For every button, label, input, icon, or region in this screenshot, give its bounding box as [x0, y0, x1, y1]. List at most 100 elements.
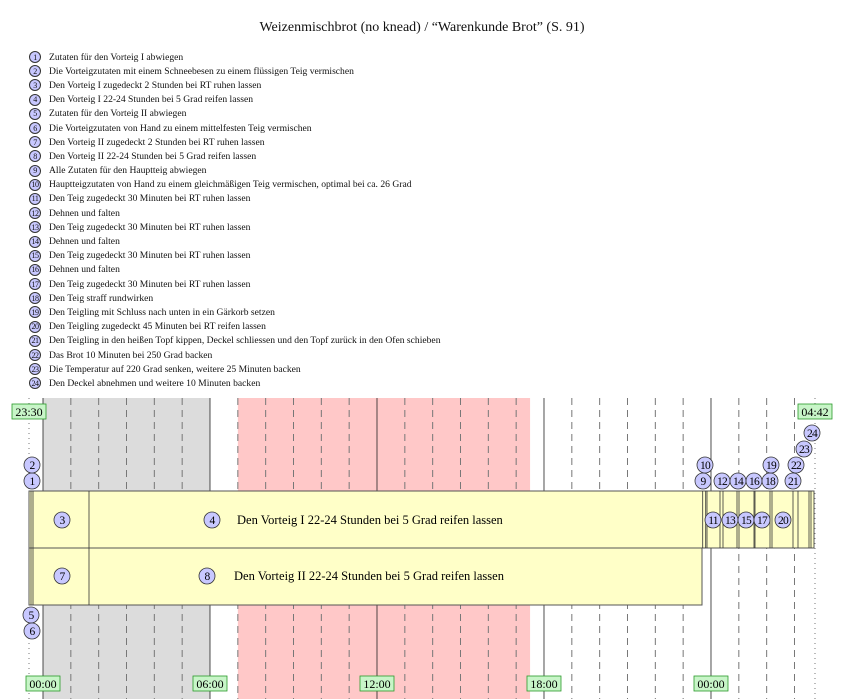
step-item: 21 Den Teigling in den heißen Topf kippen… [29, 334, 441, 348]
time-label-box [359, 675, 395, 692]
step-text: Alle Zutaten für den Hauptteig abwiegen [49, 165, 207, 177]
step-marker: 11 [704, 511, 722, 529]
step-marker-number: 15 [741, 515, 752, 527]
step-marker-number: 11 [708, 515, 719, 527]
step-marker-circle [203, 511, 221, 529]
step-text: Den Teig straff rundwirken [49, 292, 154, 304]
step-marker-number: 4 [210, 515, 216, 527]
time-label-text: 00:00 [697, 677, 724, 691]
step-text: Den Vorteig I zugedeckt 2 Stunden bei RT… [49, 79, 262, 91]
step-marker: 12 [713, 472, 731, 490]
step-item: 2 Die Vorteigzutaten mit einem Schneebese… [29, 64, 441, 78]
time-label-box [25, 675, 61, 692]
step-marker-circle [762, 456, 780, 474]
step-number-badge: 1 [29, 51, 41, 64]
step-item: 3 Den Vorteig I zugedeckt 2 Stunden bei R… [29, 78, 441, 92]
step-number-badge: 15 [29, 249, 41, 262]
step-text: Den Deckel abnehmen und weitere 10 Minut… [49, 377, 261, 389]
step-marker-number: 5 [29, 610, 35, 622]
step-text: Die Temperatur auf 220 Grad senken, weit… [49, 363, 301, 375]
step-item: 4 Den Vorteig I 22-24 Stunden bei 5 Grad … [29, 93, 441, 107]
step-number-badge: 24 [29, 377, 41, 390]
step-item: 20 Den Teigling zugedeckt 45 Minuten bei … [29, 320, 441, 334]
step-marker-number: 16 [749, 476, 760, 488]
time-label-box [192, 675, 228, 692]
step-marker-number: 14 [733, 476, 744, 488]
diagram-title: Weizenmischbrot (no knead) / “Warenkunde… [259, 20, 585, 35]
step-item: 17 Den Teig zugedeckt 30 Minuten bei RT r… [29, 277, 441, 291]
step-marker: 1 [23, 472, 41, 490]
time-label: 23:30 [11, 403, 47, 420]
step-number-badge: 22 [29, 349, 41, 362]
step-number-badge: 13 [29, 221, 41, 234]
step-text: Den Teig zugedeckt 30 Minuten bei RT ruh… [49, 193, 251, 205]
step-item: 15 Den Teig zugedeckt 30 Minuten bei RT r… [29, 249, 441, 263]
step-marker-circle [53, 567, 71, 585]
step-marker-number: 19 [766, 460, 777, 472]
step-marker-number: 12 [717, 476, 728, 488]
step-text: Die Vorteigzutaten mit einem Schneebesen… [49, 65, 354, 77]
bar-vorteig-2 [28, 547, 703, 606]
step-number-badge: 14 [29, 235, 41, 248]
step-number-badge: 17 [29, 278, 41, 291]
time-label-text: 23:30 [15, 405, 42, 419]
time-label-box [11, 403, 47, 420]
time-label-box [526, 675, 562, 692]
step-marker: 15 [737, 511, 755, 529]
step-text: Den Vorteig II zugedeckt 2 Stunden bei R… [49, 136, 265, 148]
step-marker-number: 8 [205, 571, 211, 583]
step-marker-number: 18 [765, 476, 776, 488]
time-label: 18:00 [526, 675, 562, 692]
time-label-box [797, 403, 833, 420]
step-marker-number: 7 [60, 571, 66, 583]
step-number-badge: 3 [29, 79, 41, 92]
step-marker: 22 [787, 456, 805, 474]
time-label: 00:00 [25, 675, 61, 692]
time-label: 04:42 [797, 403, 833, 420]
step-marker: 8 [198, 567, 216, 585]
step-marker-circle [23, 622, 41, 640]
step-number-badge: 2 [29, 65, 41, 78]
time-label: 12:00 [359, 675, 395, 692]
step-marker-number: 21 [788, 476, 799, 488]
step-marker-circle [696, 456, 714, 474]
step-marker-number: 10 [700, 460, 711, 472]
step-marker: 14 [729, 472, 747, 490]
step-list: 1 Zutaten für den Vorteig I abwiegen 2 Die … [29, 50, 441, 391]
step-marker: 9 [694, 472, 712, 490]
step-number-badge: 19 [29, 306, 41, 319]
step-item: 5 Zutaten für den Vorteig II abwiegen [29, 107, 441, 121]
step-marker: 21 [784, 472, 802, 490]
step-marker-circle [795, 440, 813, 458]
step-item: 14 Dehnen und falten [29, 234, 441, 248]
step-text: Das Brot 10 Minuten bei 250 Grad backen [49, 349, 213, 361]
step-item: 9 Alle Zutaten für den Hauptteig abwiegen [29, 164, 441, 178]
step-marker: 5 [22, 606, 40, 624]
step-marker: 19 [762, 456, 780, 474]
step-number-badge: 8 [29, 150, 41, 163]
step-item: 7 Den Vorteig II zugedeckt 2 Stunden bei … [29, 135, 441, 149]
step-marker: 4 [203, 511, 221, 529]
step-text: Den Teigling mit Schluss nach unten in e… [49, 306, 275, 318]
step-marker-circle [787, 456, 805, 474]
step-marker: 16 [745, 472, 763, 490]
step-number-badge: 23 [29, 363, 41, 376]
step-number-badge: 12 [29, 207, 41, 220]
step-number-badge: 5 [29, 107, 41, 120]
time-label-text: 00:00 [29, 677, 56, 691]
step-marker: 3 [53, 511, 71, 529]
step-text: Den Vorteig II 22-24 Stunden bei 5 Grad … [49, 150, 257, 162]
step-marker-circle [803, 424, 821, 442]
bar-vorteig-1 [28, 490, 815, 549]
step-item: 11 Den Teig zugedeckt 30 Minuten bei RT r… [29, 192, 441, 206]
step-marker-number: 13 [725, 515, 736, 527]
step-marker: 13 [721, 511, 739, 529]
step-item: 6 Die Vorteigzutaten von Hand zu einem mi… [29, 121, 441, 135]
step-item: 18 Den Teig straff rundwirken [29, 291, 441, 305]
step-marker-number: 3 [60, 515, 66, 527]
step-marker: 18 [761, 472, 779, 490]
step-marker: 7 [53, 567, 71, 585]
step-number-badge: 21 [29, 334, 41, 347]
step-number-badge: 11 [29, 192, 41, 205]
step-item: 10 Hauptteigzutaten von Hand zu einem gle… [29, 178, 441, 192]
